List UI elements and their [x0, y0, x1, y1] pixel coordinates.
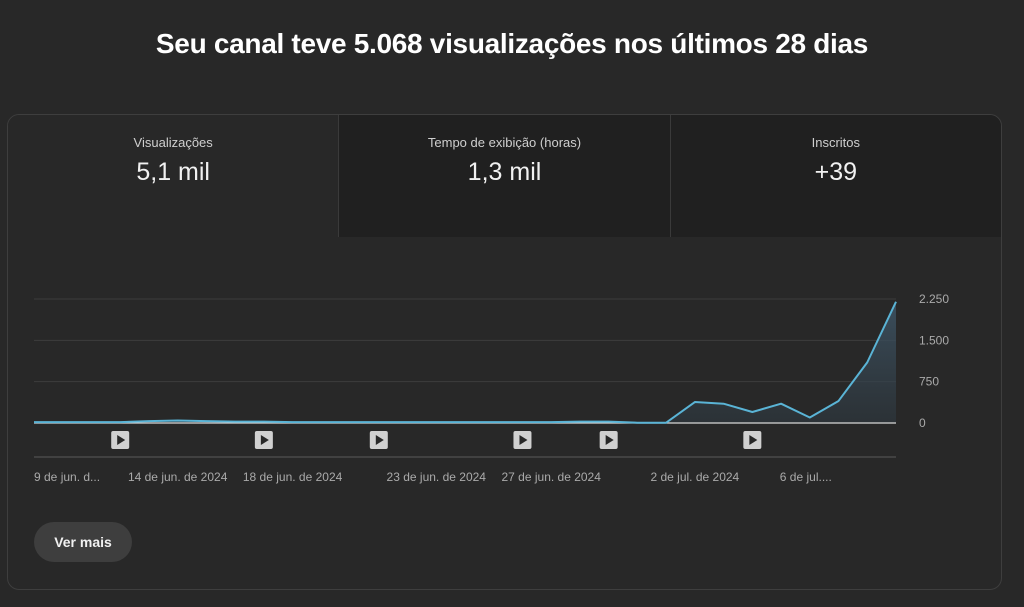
x-tick-label: 2 de jul. de 2024	[650, 470, 739, 484]
tab-subscribers-label: Inscritos	[811, 135, 861, 150]
y-tick-label: 750	[919, 375, 939, 389]
page-headline: Seu canal teve 5.068 visualizações nos ú…	[155, 28, 869, 59]
tab-views-label: Visualizações	[133, 135, 213, 150]
y-tick-label: 2.250	[919, 292, 949, 306]
tab-views[interactable]: Visualizações 5,1 mil	[8, 115, 339, 237]
x-tick-label: 27 de jun. de 2024	[501, 470, 601, 484]
views-area-fill	[34, 301, 896, 423]
tab-watch-time[interactable]: Tempo de exibição (horas) 1,3 mil	[338, 115, 670, 237]
y-tick-label: 1.500	[919, 333, 949, 347]
x-tick-label: 23 de jun. de 2024	[387, 470, 487, 484]
play-icon	[519, 435, 528, 445]
analytics-card: Visualizações 5,1 mil Tempo de exibição …	[7, 114, 1002, 590]
views-chart-area: 0 750 1.500 2.250 9 de jun. d... 14 de jun. d…	[8, 237, 1001, 487]
tab-watch-time-value: 1,3 mil	[467, 158, 542, 186]
tab-subscribers-value: +39	[814, 158, 858, 186]
play-icon	[375, 435, 384, 445]
see-more-button[interactable]: Ver mais	[34, 522, 132, 562]
views-chart: 0 750 1.500 2.250 9 de jun. d... 14 de jun. d…	[34, 292, 949, 484]
y-tick-label: 0	[919, 416, 926, 430]
play-icon	[117, 435, 126, 445]
metric-tabs: Visualizações 5,1 mil Tempo de exibição …	[8, 115, 1001, 237]
x-tick-label: 6 de jul....	[780, 470, 832, 484]
views-series-line	[34, 301, 897, 424]
x-tick-label: 14 de jun. de 2024	[128, 470, 228, 484]
play-icon	[260, 435, 269, 445]
x-tick-label: 18 de jun. de 2024	[243, 470, 343, 484]
x-tick-label: 9 de jun. d...	[34, 470, 100, 484]
play-icon	[605, 435, 614, 445]
tab-views-value: 5,1 mil	[136, 158, 210, 186]
tab-watch-time-label: Tempo de exibição (horas)	[427, 135, 582, 150]
play-icon	[749, 435, 758, 445]
tab-subscribers[interactable]: Inscritos +39	[669, 115, 1001, 237]
